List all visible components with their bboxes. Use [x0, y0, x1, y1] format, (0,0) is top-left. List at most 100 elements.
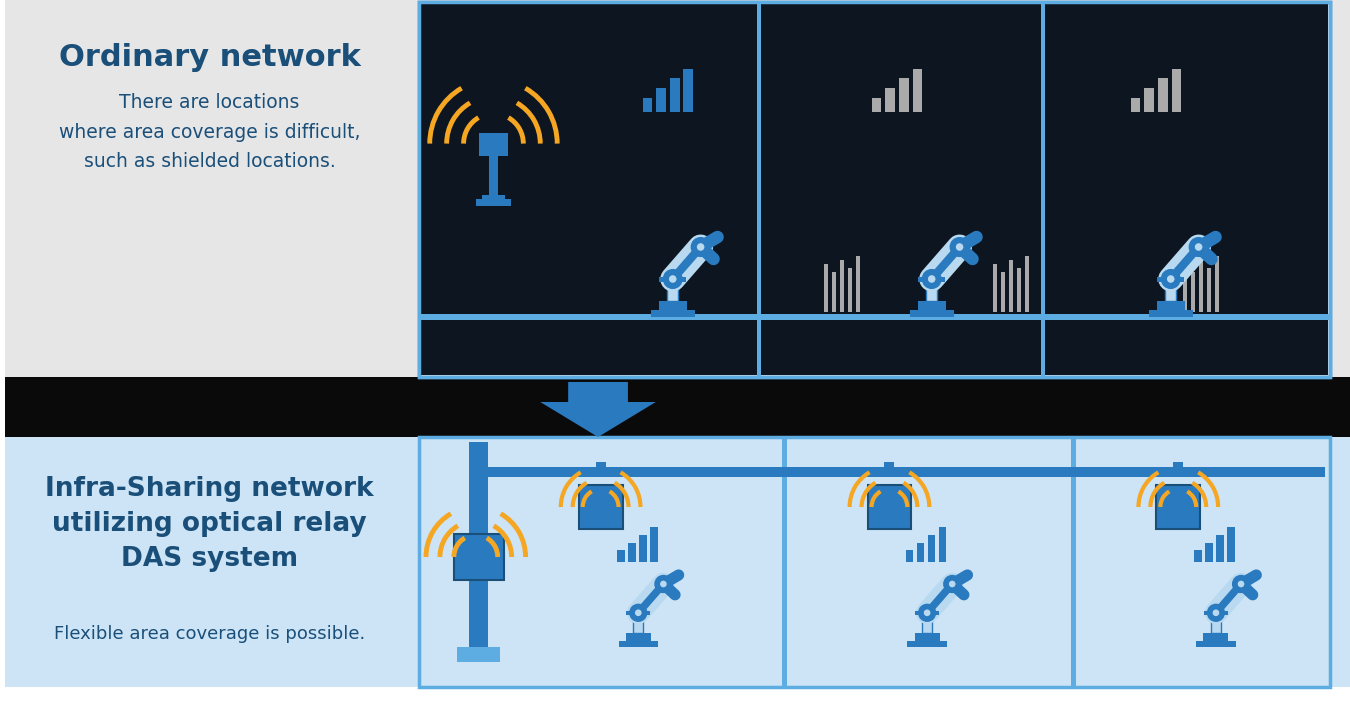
Circle shape [1208, 255, 1215, 263]
Bar [418, 2, 1330, 377]
FancyBboxPatch shape [1157, 485, 1200, 529]
Bar [5, 0, 1350, 382]
Circle shape [948, 580, 956, 588]
Circle shape [668, 274, 678, 284]
Bar [617, 550, 625, 562]
Text: Ordinary network: Ordinary network [58, 43, 360, 72]
Circle shape [919, 604, 936, 621]
Bar [872, 98, 882, 112]
Text: Flexible area coverage is possible.: Flexible area coverage is possible. [54, 625, 366, 643]
Bar [1071, 437, 1076, 687]
Circle shape [710, 255, 718, 263]
Bar [418, 314, 1330, 320]
Bar [856, 256, 860, 312]
Bar [645, 611, 651, 615]
Bar [940, 277, 945, 282]
Bar [1206, 543, 1214, 562]
Bar [1179, 277, 1184, 282]
Bar [478, 467, 1326, 477]
Bar [910, 310, 953, 317]
Circle shape [1208, 604, 1224, 621]
Bar [1041, 2, 1045, 377]
Circle shape [964, 571, 971, 578]
Bar [907, 641, 946, 647]
Bar [1165, 279, 1176, 301]
Bar [5, 377, 1350, 442]
Circle shape [954, 242, 964, 251]
Bar [1211, 613, 1220, 633]
Bar [1227, 527, 1235, 562]
Text: There are locations
where area coverage is difficult,
such as shielded locations: There are locations where area coverage … [59, 93, 360, 171]
Bar [628, 543, 636, 562]
Bar [659, 277, 664, 282]
Circle shape [950, 238, 968, 256]
Bar [886, 88, 895, 112]
Bar [456, 647, 501, 662]
Bar [848, 268, 852, 312]
Circle shape [1233, 576, 1249, 592]
Bar [683, 69, 693, 112]
Bar [914, 633, 940, 641]
Bar [1157, 277, 1162, 282]
Bar [918, 277, 923, 282]
Circle shape [1211, 233, 1219, 241]
Bar [938, 527, 946, 562]
Circle shape [714, 233, 721, 241]
Bar [595, 462, 606, 477]
Circle shape [968, 255, 976, 263]
Bar [884, 462, 895, 477]
Polygon shape [540, 382, 656, 437]
Bar [633, 613, 643, 633]
Bar [1215, 256, 1219, 312]
Bar [651, 310, 695, 317]
Bar [1173, 462, 1183, 477]
Bar [917, 543, 925, 562]
Bar [418, 437, 1330, 687]
Bar [421, 4, 1328, 375]
Circle shape [923, 270, 941, 288]
FancyBboxPatch shape [479, 133, 508, 156]
Circle shape [659, 580, 667, 588]
Bar [489, 154, 498, 198]
Bar [5, 437, 1350, 687]
Bar [1199, 260, 1203, 312]
Bar [906, 550, 914, 562]
Bar [1131, 98, 1141, 112]
Circle shape [960, 591, 968, 598]
Circle shape [691, 238, 710, 256]
Bar [418, 2, 1330, 377]
Bar [994, 264, 998, 312]
Bar [757, 2, 761, 377]
Circle shape [927, 274, 936, 284]
Circle shape [923, 609, 932, 617]
Circle shape [1162, 270, 1180, 288]
Bar [1010, 260, 1014, 312]
Bar [639, 535, 647, 562]
Bar [656, 88, 666, 112]
Bar [626, 611, 630, 615]
Bar [1172, 69, 1181, 112]
Circle shape [1189, 238, 1208, 256]
Circle shape [1237, 580, 1245, 588]
Bar [1196, 641, 1235, 647]
Bar [682, 277, 686, 282]
Bar [1195, 550, 1203, 562]
Bar [926, 279, 937, 301]
Bar [1207, 268, 1211, 312]
Circle shape [1212, 609, 1220, 617]
Bar [1025, 256, 1029, 312]
Bar [667, 279, 678, 301]
FancyBboxPatch shape [868, 485, 911, 529]
Bar [915, 611, 919, 615]
Bar [626, 633, 651, 641]
Bar [659, 301, 687, 310]
Bar [649, 527, 657, 562]
Circle shape [1249, 591, 1257, 598]
Bar [618, 641, 657, 647]
Bar [643, 98, 652, 112]
Circle shape [671, 591, 679, 598]
Bar [899, 79, 909, 112]
Circle shape [1166, 274, 1176, 284]
Bar [468, 442, 489, 652]
Bar [1183, 264, 1187, 312]
